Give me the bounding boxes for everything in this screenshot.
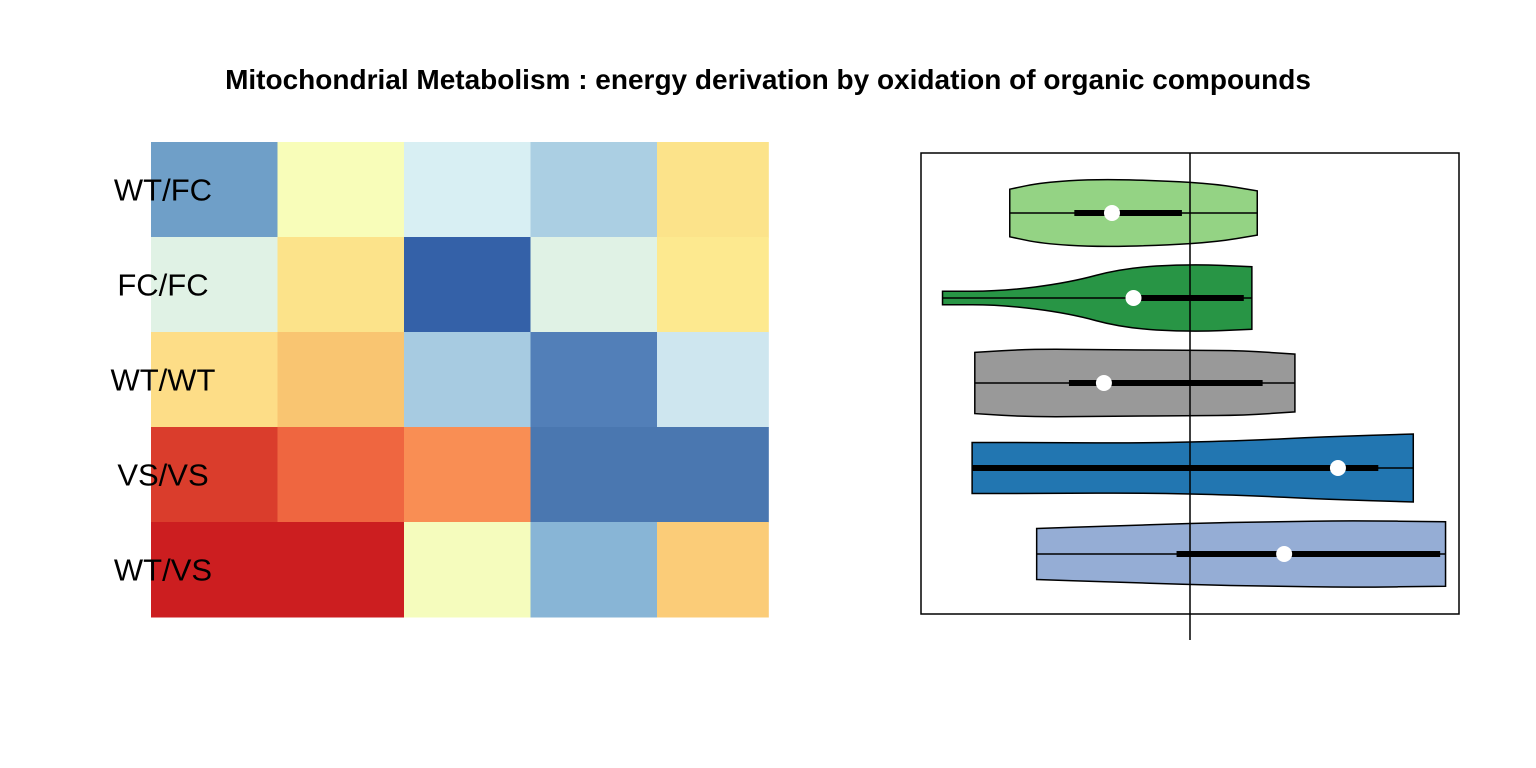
chart-title: Mitochondrial Metabolism : energy deriva… xyxy=(225,64,1311,95)
heatmap-cell xyxy=(657,427,769,523)
heatmap-cell xyxy=(530,237,658,333)
violin-median-point xyxy=(1103,205,1120,221)
heatmap-row-label: VS/VS xyxy=(117,458,208,493)
heatmap-cell xyxy=(151,427,278,523)
heatmap-cell xyxy=(530,522,658,618)
heatmap-cell xyxy=(277,332,405,428)
heatmap-cell xyxy=(151,522,278,618)
violin-median-point xyxy=(1329,460,1346,476)
heatmap-cell xyxy=(404,427,531,523)
heatmap-cell xyxy=(404,142,531,238)
violin-median-point xyxy=(1125,290,1142,306)
heatmap-cell xyxy=(657,522,769,618)
violin-median-point xyxy=(1095,375,1112,391)
heatmap-cell xyxy=(151,332,278,428)
heatmap-cell xyxy=(151,142,278,238)
heatmap-row-label: WT/VS xyxy=(114,553,212,588)
heatmap-cell xyxy=(530,332,658,428)
heatmap-cell xyxy=(277,427,405,523)
heatmap-row-label: WT/FC xyxy=(114,173,212,208)
heatmap xyxy=(151,142,769,618)
heatmap-cell xyxy=(404,332,531,428)
heatmap-row-label: FC/FC xyxy=(117,268,208,303)
violin-median-point xyxy=(1276,546,1293,562)
heatmap-cell xyxy=(404,522,531,618)
heatmap-cell xyxy=(530,427,658,523)
heatmap-cell xyxy=(530,142,658,238)
heatmap-cell xyxy=(657,142,769,238)
heatmap-cell xyxy=(277,237,405,333)
heatmap-row-labels: WT/FC FC/FC WT/WT VS/VS WT/VS xyxy=(110,173,215,588)
heatmap-cell xyxy=(657,237,769,333)
heatmap-cell xyxy=(657,332,769,428)
heatmap-cell xyxy=(277,522,405,618)
heatmap-cell xyxy=(151,237,278,333)
violin-panel xyxy=(920,152,1460,640)
heatmap-cell xyxy=(277,142,405,238)
heatmap-row-label: WT/WT xyxy=(110,363,215,398)
heatmap-cell xyxy=(404,237,531,333)
